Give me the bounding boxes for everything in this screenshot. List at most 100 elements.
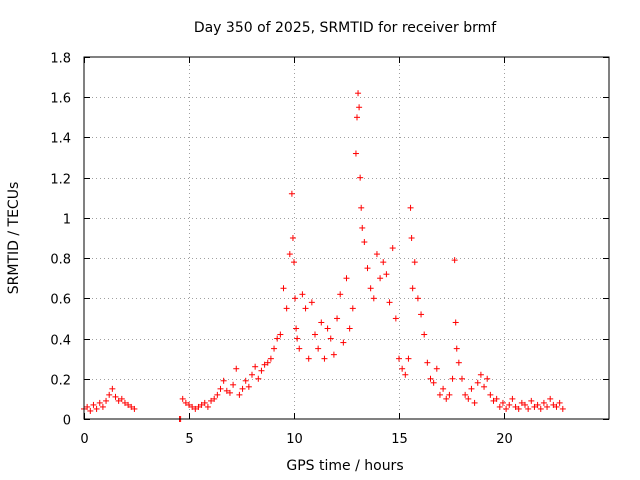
data-point xyxy=(550,401,557,408)
data-point xyxy=(96,399,103,406)
data-point xyxy=(293,325,300,332)
data-point xyxy=(525,405,532,412)
data-point xyxy=(318,319,325,326)
data-point xyxy=(296,345,303,352)
data-point xyxy=(349,305,356,312)
data-point xyxy=(112,393,119,400)
data-point xyxy=(106,391,113,398)
data-point xyxy=(389,245,396,252)
data-point xyxy=(302,305,309,312)
data-point xyxy=(490,397,497,404)
data-point xyxy=(522,401,528,408)
plot-frame xyxy=(83,56,610,420)
x-tick-labels: 0 5 10 15 20 xyxy=(80,432,512,447)
data-point xyxy=(249,371,255,378)
data-point xyxy=(90,401,97,408)
data-point xyxy=(414,295,421,302)
data-point xyxy=(291,259,297,266)
data-point xyxy=(481,383,488,390)
data-point xyxy=(354,114,360,121)
data-point xyxy=(192,405,199,412)
data-point xyxy=(556,399,563,406)
data-point xyxy=(121,399,128,406)
data-point xyxy=(211,395,218,402)
data-point xyxy=(103,397,110,404)
data-point xyxy=(182,399,189,406)
data-point xyxy=(299,291,306,298)
data-point xyxy=(433,365,440,372)
data-point xyxy=(436,391,443,398)
data-point xyxy=(471,399,478,406)
data-point xyxy=(503,405,510,412)
y-tick-label: 1.8 xyxy=(50,52,71,67)
axis-ticks xyxy=(84,57,609,420)
data-point xyxy=(449,375,456,382)
data-point xyxy=(383,271,390,278)
data-point xyxy=(208,397,215,404)
data-point xyxy=(189,403,196,410)
data-point xyxy=(367,285,374,292)
data-point xyxy=(271,345,278,352)
data-point xyxy=(99,403,106,410)
data-point xyxy=(531,403,538,410)
data-point xyxy=(493,395,500,402)
data-point xyxy=(452,319,459,326)
data-point xyxy=(408,235,415,241)
y-axis-label: SRMTID / TECUs xyxy=(6,182,22,295)
data-point xyxy=(499,399,506,406)
data-point xyxy=(264,359,271,366)
y-tick-label: 0.6 xyxy=(50,293,71,308)
y-tick-label: 0.4 xyxy=(50,334,71,349)
x-tick-label: 10 xyxy=(286,432,303,447)
x-tick-label: 20 xyxy=(496,432,513,447)
data-point xyxy=(343,275,350,282)
data-point xyxy=(512,403,519,410)
data-point xyxy=(509,395,516,402)
data-point xyxy=(418,311,425,318)
data-point xyxy=(355,90,362,97)
data-point xyxy=(125,401,132,408)
data-point xyxy=(280,285,287,292)
data-point xyxy=(289,235,296,241)
y-tick-label: 0.2 xyxy=(50,374,71,389)
data-point xyxy=(421,331,428,338)
data-point xyxy=(267,355,274,362)
data-point xyxy=(220,377,227,384)
data-point xyxy=(226,389,233,396)
data-point xyxy=(356,104,363,111)
data-point xyxy=(283,305,290,312)
data-point xyxy=(330,351,337,358)
data-point xyxy=(286,251,293,258)
data-point xyxy=(373,251,380,258)
chart-title: Day 350 of 2025, SRMTID for receiver brm… xyxy=(194,20,497,36)
data-point xyxy=(274,335,281,342)
data-point xyxy=(453,345,460,352)
data-point xyxy=(537,405,544,412)
data-point xyxy=(115,397,122,404)
data-point xyxy=(217,385,224,392)
data-point xyxy=(409,285,416,292)
data-point xyxy=(544,403,551,410)
y-tick-labels: 0 0.2 0.4 0.6 0.8 1 1.2 1.4 1.6 1.8 xyxy=(50,52,71,429)
data-point xyxy=(312,331,318,338)
data-point xyxy=(534,401,541,408)
data-point xyxy=(364,265,371,272)
data-point xyxy=(359,224,366,231)
y-tick-label: 0 xyxy=(63,414,71,429)
y-tick-label: 1.2 xyxy=(50,173,71,188)
data-point xyxy=(252,363,259,370)
data-points xyxy=(81,90,566,422)
data-point xyxy=(214,391,221,398)
y-tick-label: 1.6 xyxy=(50,92,71,107)
data-point xyxy=(230,381,237,388)
data-point xyxy=(340,339,347,346)
data-point xyxy=(245,383,252,390)
data-point xyxy=(357,174,364,181)
data-point xyxy=(484,375,491,382)
data-point xyxy=(128,403,135,410)
data-point xyxy=(424,359,431,366)
data-point xyxy=(195,403,202,410)
data-point xyxy=(84,403,91,410)
data-point xyxy=(288,190,295,197)
